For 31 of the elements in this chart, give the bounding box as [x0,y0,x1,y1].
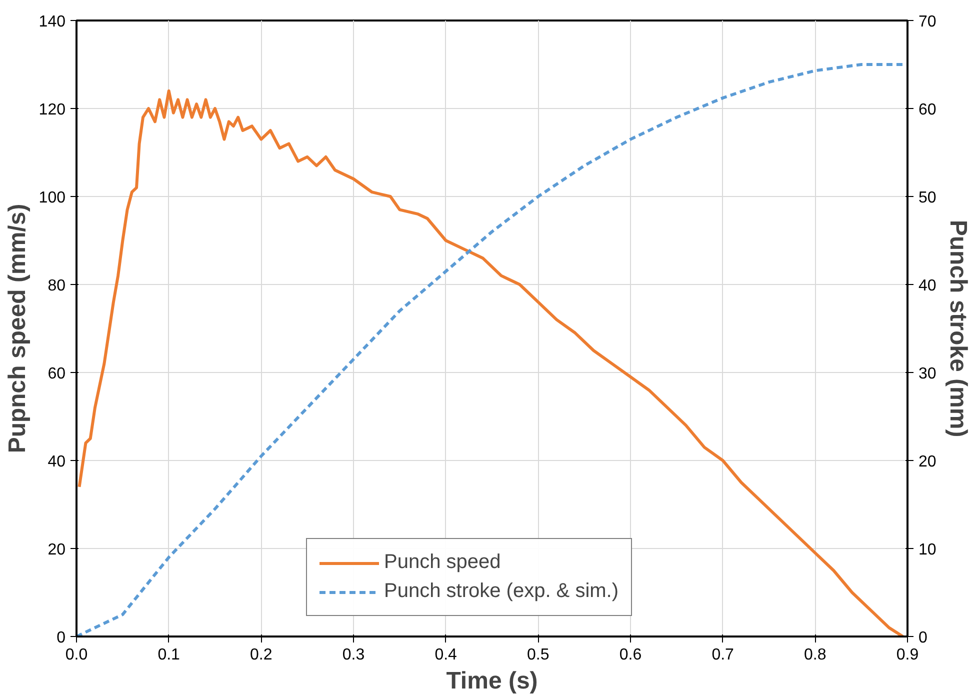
legend-label: Punch speed [384,551,501,574]
x-tick-label: 0.2 [250,646,272,664]
x-tick-label: 0.8 [804,646,826,664]
x-tick-label: 0.1 [158,646,180,664]
y-axis-title: Pupnch speed (mm/s) [4,204,31,454]
y2-tick-label: 60 [918,102,936,118]
y-tick-label: 60 [48,366,66,382]
x-tick-label: 0.5 [527,646,550,664]
x-tick-label: 0.7 [712,646,734,664]
x-axis-title: Time (s) [446,668,538,694]
y2-tick-label: 20 [918,454,936,470]
legend-label: Punch stroke (exp. & sim.) [384,580,619,603]
y-tick-label: 140 [38,14,66,30]
y2-tick-label: 10 [918,542,936,558]
y-tick-label: 0 [56,630,66,646]
y-tick-label: 80 [48,278,66,294]
y2-tick-label: 40 [918,278,936,294]
y-tick-label: 40 [48,454,66,470]
y-tick-label: 100 [38,190,66,206]
y2-tick-label: 70 [918,14,936,30]
y2-tick-label: 30 [918,366,936,382]
x-tick-label: 0.4 [434,646,458,664]
y-tick-label: 120 [38,102,66,118]
y2-tick-label: 50 [918,190,936,206]
x-tick-label: 0.6 [619,646,642,664]
x-tick-label: 0.0 [65,646,88,664]
y-tick-label: 20 [48,542,66,558]
x-tick-label: 0.3 [342,646,365,664]
x-tick-label: 0.9 [896,646,919,664]
y2-axis-title: Punch stroke (mm) [944,220,972,438]
y2-tick-label: 0 [918,630,928,646]
